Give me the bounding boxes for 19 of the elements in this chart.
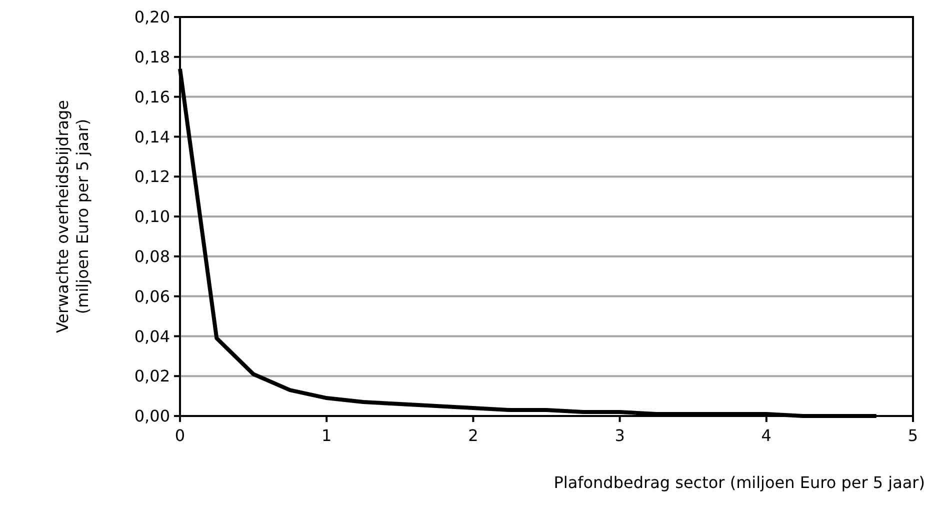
y-tick-label: 0,20 bbox=[134, 8, 170, 27]
x-tick-label: 5 bbox=[908, 426, 918, 445]
y-axis-title: Verwachte overheidsbijdrage (miljoen Euro per 5 jaar) bbox=[53, 100, 92, 334]
y-tick-label: 0,06 bbox=[134, 286, 170, 306]
y-tick-label: 0,02 bbox=[134, 366, 170, 386]
y-tick-label: 0,00 bbox=[134, 406, 170, 426]
y-tick-label: 0,04 bbox=[134, 326, 170, 346]
y-tick-label: 0,14 bbox=[134, 127, 170, 146]
y-tick-label: 0,12 bbox=[134, 167, 170, 186]
y-tick-label: 0,18 bbox=[134, 48, 170, 66]
x-tick-label: 2 bbox=[468, 426, 478, 445]
x-tick-label: 4 bbox=[761, 426, 772, 445]
x-axis-title: Plafondbedrag sector (miljoen Euro per 5 jaar) bbox=[554, 473, 925, 492]
y-tick-label: 0,16 bbox=[134, 87, 170, 106]
x-tick-label: 1 bbox=[322, 426, 332, 445]
y-tick-label: 0,08 bbox=[134, 247, 170, 266]
x-tick-label: 3 bbox=[614, 426, 625, 445]
x-tick-label: 0 bbox=[174, 426, 186, 445]
y-tick-label: 0,10 bbox=[134, 207, 170, 226]
